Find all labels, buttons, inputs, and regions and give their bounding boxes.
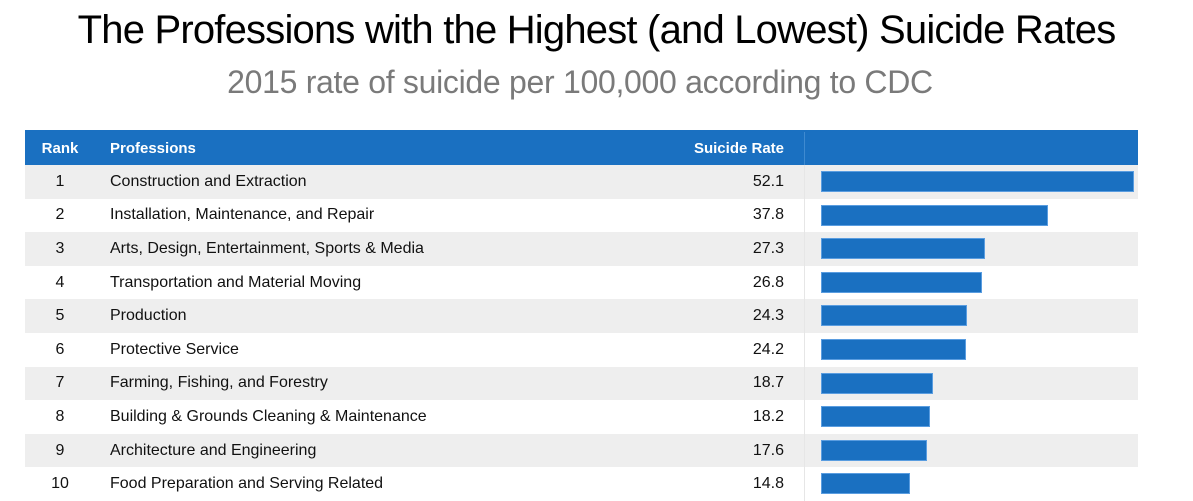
bar (821, 338, 967, 360)
bar-cell (804, 232, 1138, 266)
table-body: 1 Construction and Extraction 52.1 2 Install… (25, 165, 1138, 501)
bar (821, 305, 967, 327)
bar (821, 473, 910, 495)
chart-subtitle: 2015 rate of suicide per 100,000 accordi… (227, 64, 933, 100)
rate-cell: 18.2 (752, 407, 784, 425)
rates-table: Rank Professions Suicide Rate 1 Construct… (25, 130, 1138, 501)
rank-cell: 10 (51, 475, 69, 493)
bar-cell (804, 467, 1138, 501)
rank-cell: 1 (55, 172, 65, 190)
bar-cell (804, 366, 1138, 401)
rate-cell: 18.7 (752, 374, 784, 392)
rank-cell: 5 (55, 307, 65, 325)
profession-cell: Building & Grounds Cleaning & Maintenanc… (110, 407, 427, 425)
header-suicide-rate: Suicide Rate (693, 140, 784, 157)
bar (821, 204, 1049, 226)
rate-cell: 26.8 (752, 273, 784, 291)
rate-cell: 17.6 (752, 441, 784, 459)
chart-title: The Professions with the Highest (and Lo… (77, 8, 1117, 52)
bar-cell (804, 198, 1138, 233)
profession-cell: Architecture and Engineering (110, 441, 317, 459)
rank-cell: 2 (55, 206, 65, 224)
bar (821, 372, 934, 394)
profession-cell: Farming, Fishing, and Forestry (110, 374, 328, 392)
bar (821, 439, 927, 461)
table-row: 4 Transportation and Material Moving 26.8 (25, 265, 1138, 300)
header-rank: Rank (41, 140, 79, 157)
rank-cell: 9 (55, 441, 65, 459)
profession-cell: Food Preparation and Serving Related (110, 475, 384, 493)
rate-cell: 37.8 (752, 206, 784, 224)
bar (821, 238, 985, 260)
bar-cell (804, 265, 1138, 300)
table-row: 10 Food Preparation and Serving Related 14… (25, 467, 1138, 501)
table-row: 9 Architecture and Engineering 17.6 (25, 433, 1138, 468)
bar-cell (804, 165, 1138, 199)
header-bar-column (804, 132, 1138, 165)
rate-cell: 27.3 (752, 239, 784, 257)
bar-cell (804, 400, 1138, 434)
table-row: 3 Arts, Design, Entertainment, Sports & M… (25, 232, 1138, 266)
profession-cell: Arts, Design, Entertainment, Sports & Me… (110, 239, 424, 257)
rank-cell: 4 (55, 273, 65, 291)
profession-cell: Transportation and Material Moving (110, 273, 362, 291)
profession-cell: Installation, Maintenance, and Repair (110, 206, 375, 224)
rate-cell: 14.8 (752, 475, 784, 493)
bar (821, 271, 982, 293)
table-row: 1 Construction and Extraction 52.1 (25, 165, 1138, 199)
rank-cell: 3 (55, 239, 65, 257)
header-professions: Professions (110, 140, 196, 157)
bar-cell (804, 332, 1138, 367)
profession-cell: Construction and Extraction (110, 172, 307, 190)
profession-cell: Production (110, 307, 187, 325)
table-row: 2 Installation, Maintenance, and Repair 37… (25, 198, 1138, 233)
table-row: 8 Building & Grounds Cleaning & Maintenan… (25, 400, 1138, 434)
profession-cell: Protective Service (110, 340, 239, 358)
table-header: Rank Professions Suicide Rate (25, 130, 1138, 165)
table-row: 7 Farming, Fishing, and Forestry 18.7 (25, 366, 1138, 401)
bar-cell (804, 433, 1138, 468)
bar (821, 406, 931, 428)
rate-cell: 24.3 (752, 307, 784, 325)
rate-cell: 24.2 (752, 340, 784, 358)
rate-cell: 52.1 (752, 172, 784, 190)
rank-cell: 7 (55, 374, 65, 392)
table-row: 5 Production 24.3 (25, 299, 1138, 333)
rank-cell: 6 (55, 340, 65, 358)
bar-cell (804, 299, 1138, 333)
rank-cell: 8 (55, 407, 65, 425)
table-row: 6 Protective Service 24.2 (25, 332, 1138, 367)
bar (821, 171, 1134, 192)
